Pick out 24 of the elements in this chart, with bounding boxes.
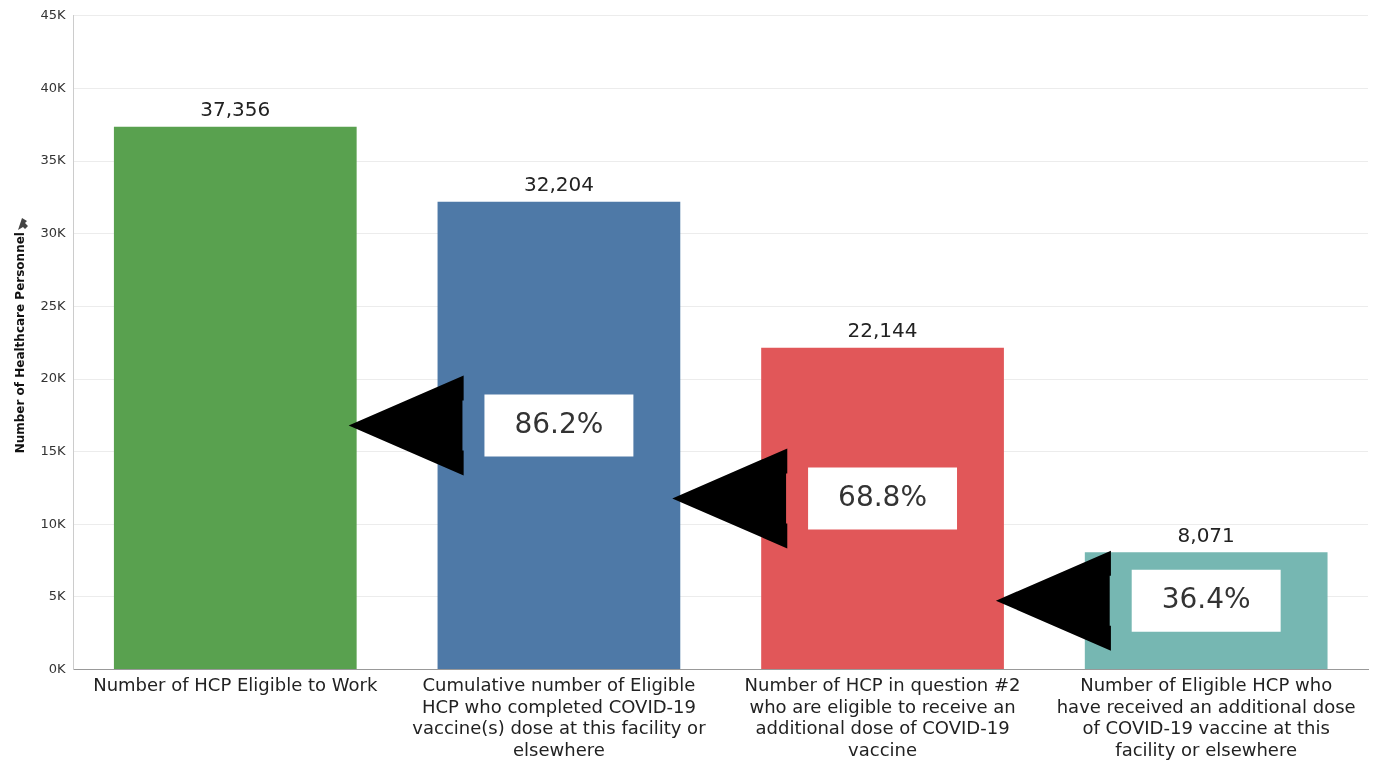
y-tick-label: 40K — [40, 79, 66, 95]
annotation: 36.4% — [1161, 582, 1251, 615]
x-tick-label: Number of HCP Eligible to Work — [93, 674, 378, 696]
y-tick-label: 10K — [40, 515, 66, 531]
x-tick-label: Cumulative number of Eligible HCP who completed COVID-19 vaccine(s) dose at this facility or elsewhere — [412, 674, 707, 760]
y-tick-label: 5K — [48, 588, 66, 604]
annotation: 86.2% — [514, 406, 604, 440]
data-label: 8,071 — [1177, 522, 1235, 547]
annotation: 68.8% — [838, 479, 928, 513]
y-tick-label: 25K — [40, 297, 66, 313]
data-label: 32,204 — [523, 171, 594, 196]
y-tick-label: 0K — [48, 660, 66, 676]
y-tick-label: 15K — [40, 443, 66, 459]
y-axis-title: Number of Healthcare Personnel — [13, 232, 28, 454]
y-tick-label: 35K — [40, 152, 66, 168]
x-tick-label: Number of Eligible HCP who have received an additional dose of COVID-19 vaccine at this facility or elsewhere — [1056, 674, 1356, 760]
y-tick-label: 20K — [40, 370, 66, 386]
y-tick-label: 45K — [40, 7, 66, 23]
y-tick-label: 30K — [40, 225, 66, 241]
x-tick-label: Number of HCP in question #2 who are eligible to receive an additional dose of COVID-19 vaccine — [744, 674, 1021, 760]
data-label: 37,356 — [200, 97, 271, 122]
bar — [437, 201, 681, 670]
bar — [113, 126, 357, 670]
data-label: 22,144 — [847, 318, 918, 343]
